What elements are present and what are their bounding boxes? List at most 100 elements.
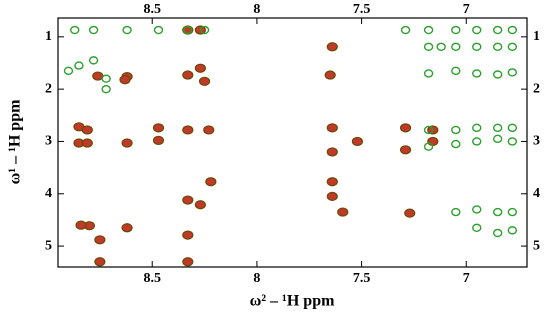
peak [198,76,211,86]
peak [423,125,434,135]
peak [74,61,84,70]
peak [324,70,336,80]
y-tick-label: 2 [533,81,540,96]
peak [451,25,461,35]
peak [472,137,482,146]
peak [472,123,482,133]
peak [423,42,434,51]
peak [326,42,338,52]
peak [400,25,411,35]
peak [507,226,518,235]
peak [472,205,482,214]
peak [205,177,217,187]
peak [337,207,349,217]
x-tick-label: 8 [253,271,260,286]
x-tick-label: 8.5 [143,271,161,286]
peak [121,138,133,148]
peak [194,63,206,73]
peak [472,69,482,78]
x-tick-label: 7.5 [353,2,371,17]
peak [92,71,104,81]
peak [182,195,194,205]
peak [94,257,106,267]
peak [507,137,518,146]
peak [423,25,434,35]
y-tick-label: 1 [45,29,52,44]
x-tick-label: 7 [463,271,470,286]
peak [152,123,165,133]
peak [199,25,210,35]
peak [81,138,93,148]
peak [81,125,93,135]
peak [326,147,338,157]
peak [492,228,503,238]
y-tick-label: 4 [533,186,540,201]
x-tick-label: 8.5 [143,2,161,17]
peak [183,25,193,35]
peak [88,56,99,65]
peak [121,223,133,233]
peak [94,235,106,245]
peak [404,208,416,218]
peak [194,200,206,210]
peak [472,42,482,51]
peak [507,207,518,217]
plot-frame [57,17,528,268]
peak [122,25,132,35]
x-axis-label: ω² – ¹H ppm [250,293,336,310]
x-tick-label: 7.5 [353,271,371,286]
peak [436,42,446,51]
peak [507,68,518,77]
y-tick-label: 5 [533,238,540,253]
peak [203,125,215,135]
peak [507,123,518,133]
y-tick-label: 5 [45,238,52,253]
x-tick-label: 7 [463,2,470,17]
y-tick-label: 4 [45,186,52,201]
peak [119,75,131,85]
peak [451,66,461,76]
peak [75,220,87,230]
peak [63,66,74,76]
peak [326,123,338,133]
peak [492,134,503,144]
peak [70,25,80,35]
peak [399,145,412,155]
peak [507,25,518,35]
peak [182,125,194,135]
peak [423,69,434,78]
peak [451,125,461,135]
peak [326,177,338,187]
peak [492,207,503,217]
peak [427,136,439,147]
y-tick-label: 3 [45,134,52,149]
peak [451,42,461,51]
peak [101,74,111,83]
y-tick-label: 2 [45,81,52,96]
peak [182,70,194,80]
peak [423,142,434,151]
peak [492,25,503,35]
peak [507,42,518,51]
peak [472,25,482,35]
peak [88,25,99,35]
peak [399,123,412,133]
peak [492,42,503,51]
peak [492,123,503,133]
peak [451,139,461,149]
y-axis-label: ω¹ – ¹H ppm [7,99,24,185]
peak [182,230,194,240]
peak [182,257,194,267]
peak [101,84,111,94]
y-tick-label: 3 [533,134,540,149]
peak [492,70,503,79]
y-tick-label: 1 [533,29,540,44]
peak [351,136,364,147]
peak [153,25,164,35]
peak [472,223,482,232]
peak [152,135,165,146]
peak [451,207,461,217]
peak [326,191,338,201]
